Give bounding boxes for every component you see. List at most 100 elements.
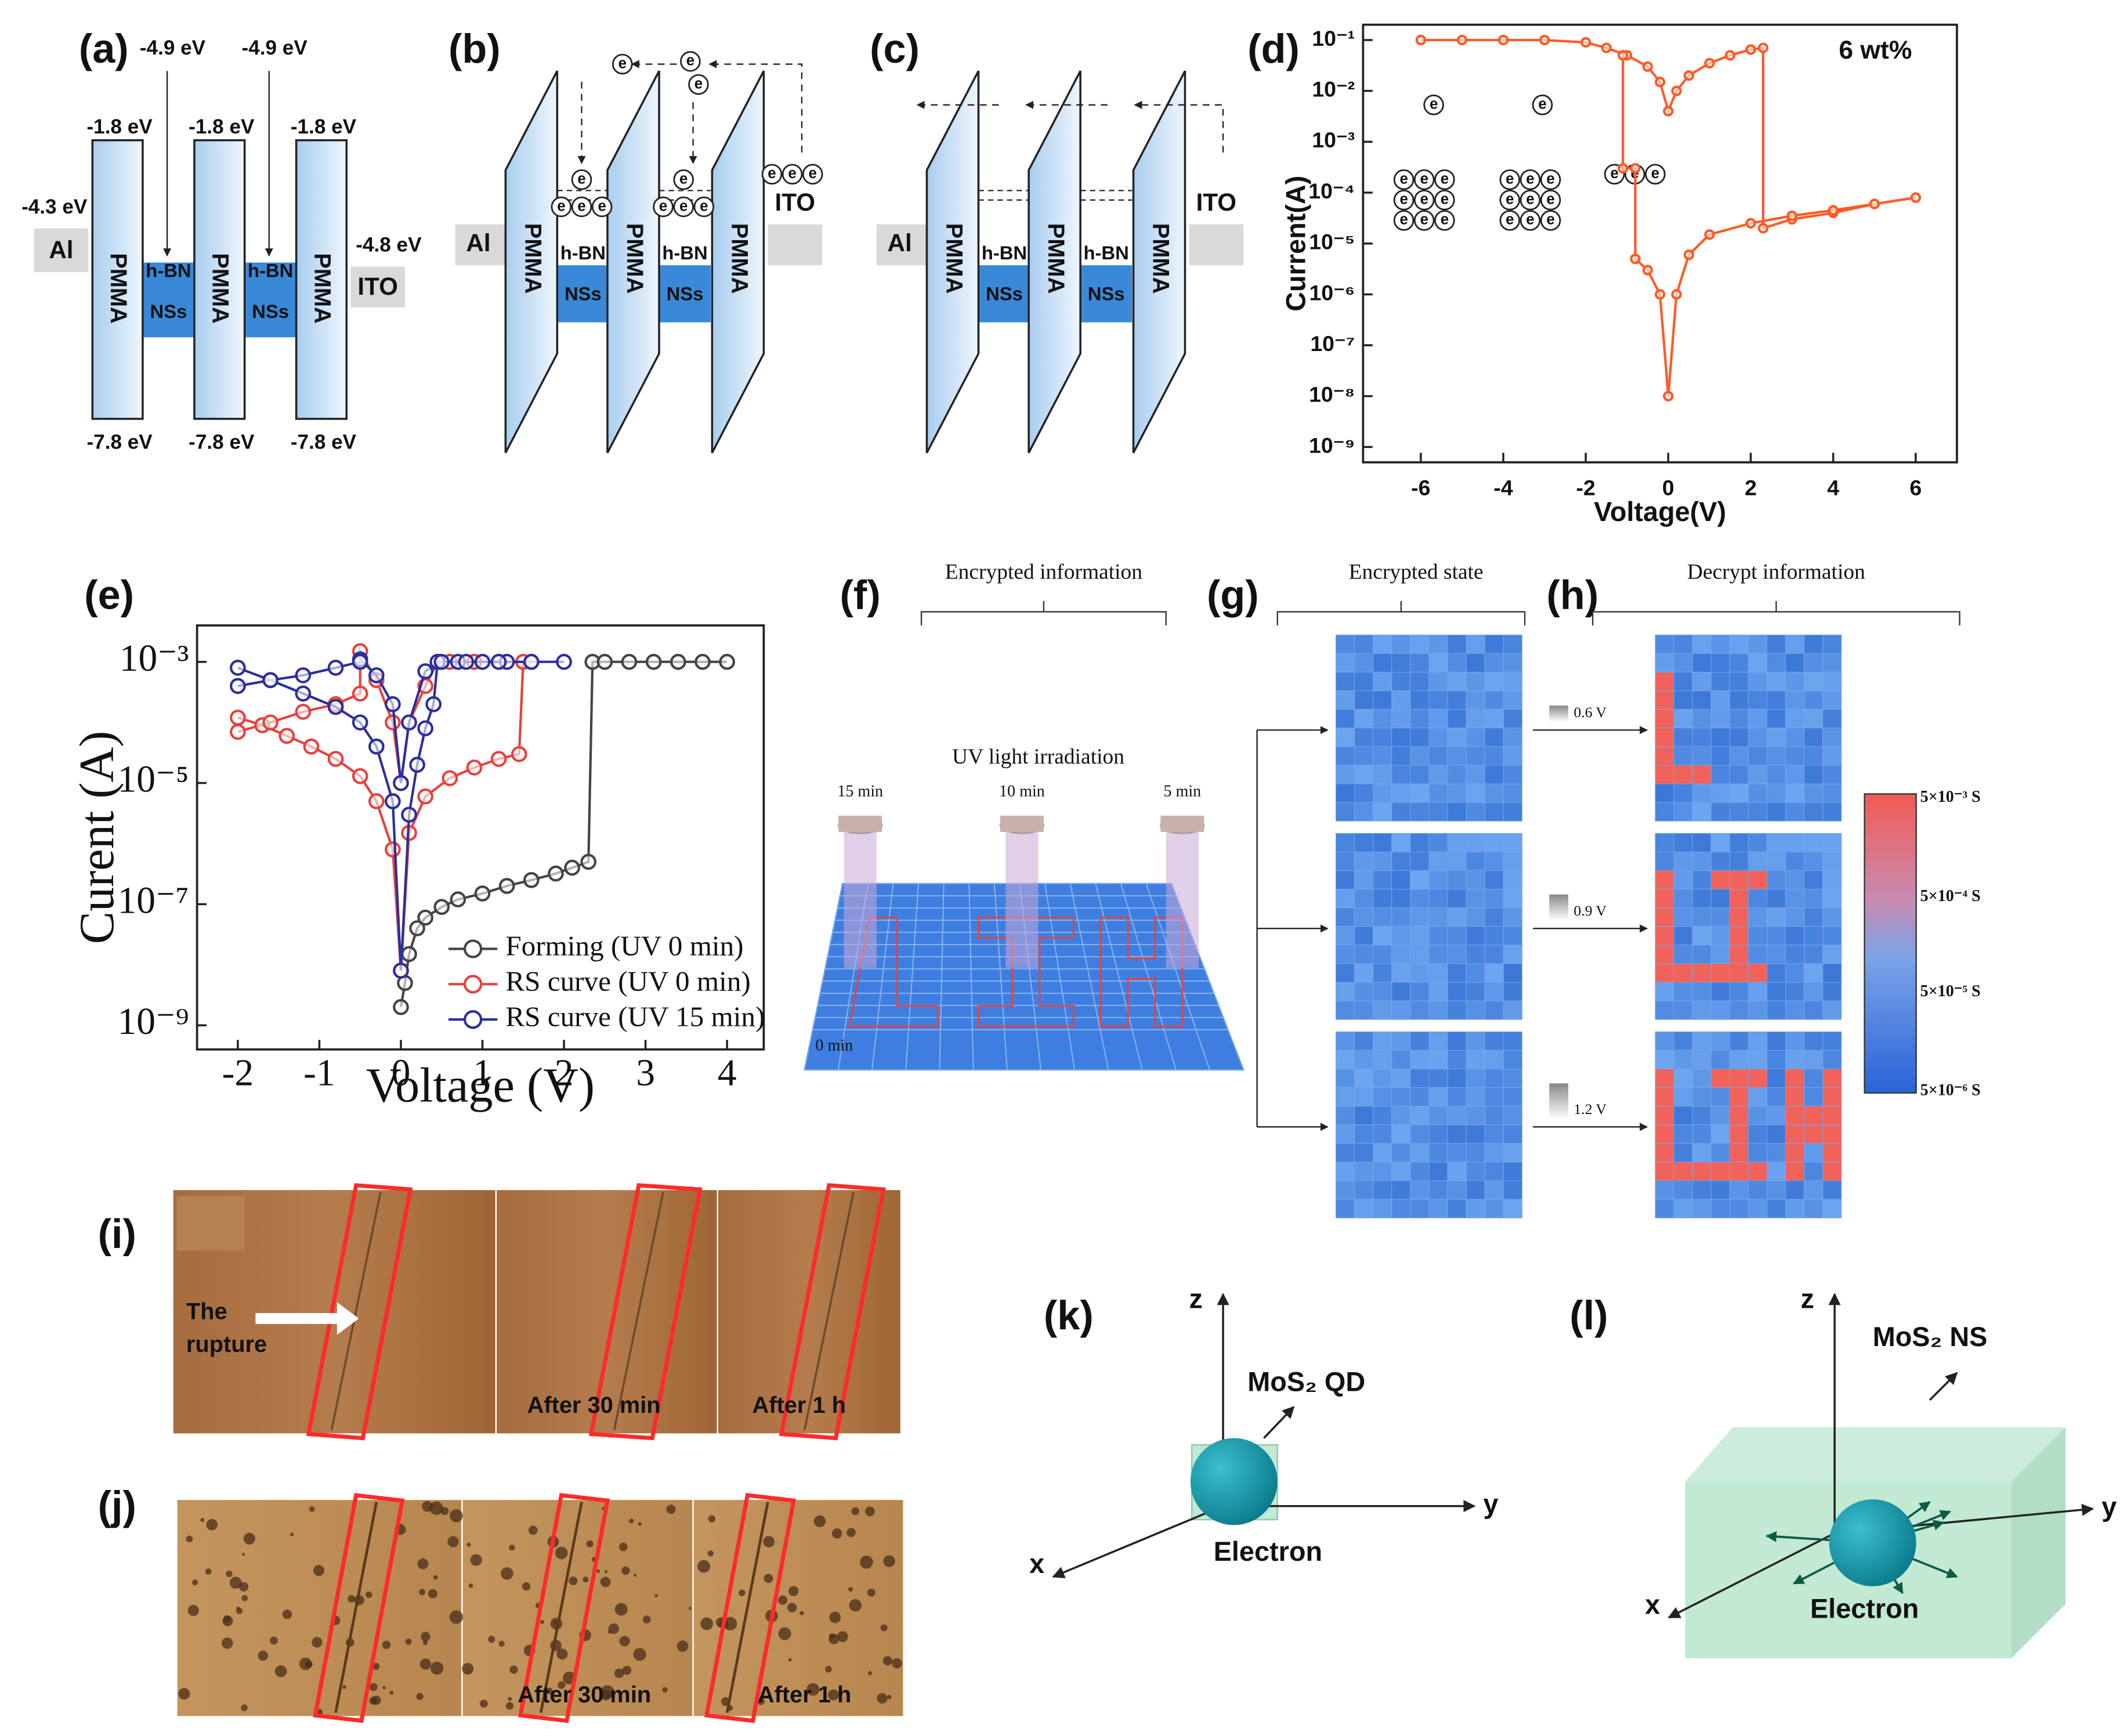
heatmap-cell (1655, 672, 1674, 692)
heatmap-cell (1673, 1143, 1693, 1163)
heatmap-cell (1692, 765, 1712, 784)
heatmap-cell (1484, 1106, 1504, 1126)
heatmap-cell (1655, 926, 1674, 946)
data-point (1630, 253, 1641, 265)
particle (763, 1536, 775, 1547)
micrograph (717, 1188, 902, 1435)
data-point (295, 685, 312, 702)
heatmap-cell (1710, 746, 1730, 766)
heatmap-cell (1655, 907, 1674, 927)
heatmap-cell (1373, 802, 1392, 822)
heatmap-cell (1655, 889, 1674, 909)
heatmap-cell (1822, 945, 1842, 964)
heatmap-cell (1766, 1106, 1786, 1126)
heatmap-cell (1766, 746, 1786, 766)
heatmap-cell (1484, 634, 1504, 654)
particle (389, 1691, 394, 1695)
heatmap-cell (1822, 746, 1842, 766)
uv-plane (804, 883, 1244, 1071)
heatmap-cell (1484, 746, 1504, 766)
voltage-bar (1549, 706, 1569, 722)
section-title: UV light irradiation (952, 745, 1124, 769)
panel-label: (a) (79, 26, 129, 71)
heatmap-cell (1673, 851, 1693, 871)
heatmap-cell (1673, 709, 1693, 729)
heatmap-cell (1354, 1143, 1374, 1163)
heatmap-cell (1785, 1106, 1805, 1126)
particle (313, 1565, 325, 1576)
heatmap-cell (1410, 634, 1430, 654)
colorbar-label: 5×10⁻⁴ S (1920, 887, 1981, 905)
heatmap-cell (1503, 1199, 1522, 1218)
electron-symbol: e (1506, 212, 1514, 228)
heatmap-cell (1710, 1143, 1730, 1163)
hbn-label: NSs (252, 301, 289, 322)
x-axis-label: Voltage(V) (1594, 497, 1726, 527)
particle (887, 1695, 892, 1699)
heatmap-cell (1373, 963, 1392, 983)
heatmap-cell (1428, 907, 1448, 927)
data-point (417, 909, 433, 926)
legend-swatch (463, 1010, 483, 1029)
data-point (694, 653, 711, 670)
heatmap-cell (1729, 907, 1749, 927)
heatmap-cell (1766, 833, 1786, 852)
heatmap-cell (1655, 1031, 1674, 1051)
heatmap-cell (1804, 945, 1824, 964)
heatmap-cell (1354, 1087, 1374, 1107)
particle (828, 1689, 840, 1701)
data-point (458, 653, 475, 670)
axis-name: y (2101, 1492, 2117, 1522)
heatmap-cell (1391, 765, 1411, 784)
heatmap-cell (1373, 833, 1392, 852)
y-tick-label: 10⁻³ (1312, 128, 1355, 152)
heatmap-cell (1766, 802, 1786, 822)
heatmap-cell (1804, 1068, 1824, 1088)
heatmap-cell (1466, 1000, 1485, 1020)
particle (604, 1570, 608, 1574)
electron-symbol: e (1420, 212, 1428, 228)
particle (621, 1566, 630, 1575)
data-point (230, 724, 246, 740)
heatmap-cell (1428, 1087, 1448, 1107)
energy-level: -4.3 eV (21, 196, 88, 218)
electron-symbol: e (1420, 191, 1428, 208)
electrode (1189, 224, 1244, 266)
data-point (498, 878, 515, 894)
heatmap-cell (1391, 1180, 1411, 1200)
heatmap-cell (1447, 1106, 1467, 1126)
x-tick-label: -1 (303, 1053, 335, 1094)
electron (782, 164, 803, 185)
heatmap-cell (1785, 1068, 1805, 1088)
data-point (1580, 37, 1591, 48)
brace (1592, 601, 1960, 625)
heatmap-cell (1766, 1000, 1786, 1020)
heatmap-cell (1804, 653, 1824, 672)
axis-name: y (1483, 1489, 1498, 1519)
hbn-layer (142, 262, 194, 338)
micrograph (461, 1498, 694, 1717)
heatmap-cell (1354, 634, 1374, 654)
hbn-label: h-BN (248, 260, 293, 281)
particle (739, 1589, 746, 1597)
heatmap-cell (1336, 945, 1355, 964)
colorbar-label: 5×10⁻³ S (1920, 788, 1981, 806)
heatmap-cell (1804, 672, 1824, 692)
particle (596, 1569, 600, 1573)
heatmap (1655, 1031, 1842, 1218)
heatmap-cell (1428, 1000, 1448, 1020)
particle (479, 1699, 488, 1708)
electron-sphere (1190, 1438, 1278, 1525)
heatmap-cell (1655, 833, 1674, 852)
electron (571, 196, 592, 218)
heatmap-cell (1804, 963, 1824, 983)
heatmap-cell (1729, 765, 1749, 784)
panel-label: (i) (98, 1210, 136, 1256)
panel-label: (c) (870, 26, 920, 71)
heatmap-cell (1692, 746, 1712, 766)
heatmap-cell (1428, 889, 1448, 909)
particle (618, 1542, 628, 1551)
electron (1393, 169, 1414, 190)
data-point (1724, 50, 1736, 61)
voltage-bar (1549, 1083, 1569, 1119)
